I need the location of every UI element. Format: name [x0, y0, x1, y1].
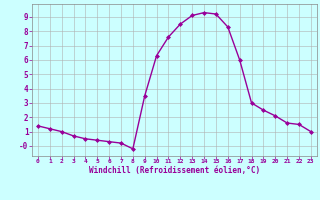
- X-axis label: Windchill (Refroidissement éolien,°C): Windchill (Refroidissement éolien,°C): [89, 166, 260, 175]
